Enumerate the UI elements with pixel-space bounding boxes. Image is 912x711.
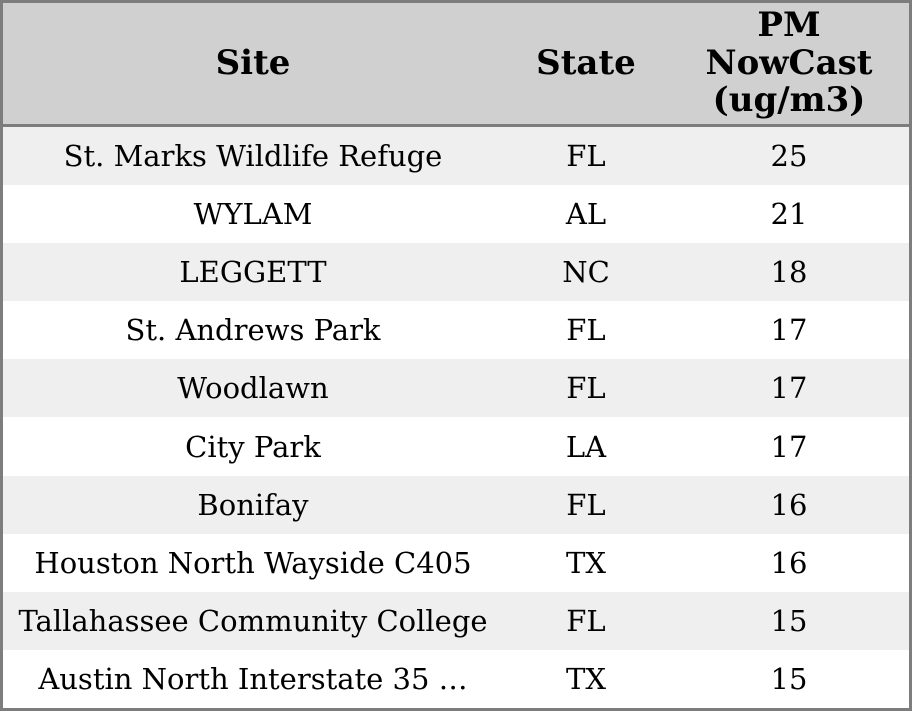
column-header-site: Site bbox=[215, 42, 291, 83]
cell-state: FL bbox=[566, 139, 606, 174]
cell-site: Bonifay bbox=[197, 487, 309, 522]
table-header-row: Site State PM NowCast (ug/m3) bbox=[3, 3, 909, 127]
table-row: St. Andrews Park FL 17 bbox=[3, 301, 909, 360]
cell-pm-nowcast: 16 bbox=[770, 545, 808, 580]
table-row: St. Marks Wildlife Refuge FL 25 bbox=[3, 127, 909, 186]
cell-site: Austin North Interstate 35 … bbox=[38, 661, 468, 696]
cell-state: FL bbox=[566, 313, 606, 348]
cell-site: Tallahassee Community College bbox=[18, 603, 488, 638]
table-row: Bonifay FL 16 bbox=[3, 475, 909, 534]
cell-pm-nowcast: 15 bbox=[770, 661, 808, 696]
cell-state: AL bbox=[565, 197, 607, 232]
cell-site: LEGGETT bbox=[179, 255, 327, 290]
cell-site: Houston North Wayside C405 bbox=[34, 545, 472, 580]
cell-site: WYLAM bbox=[193, 197, 313, 232]
cell-state: NC bbox=[562, 255, 610, 290]
cell-site: St. Andrews Park bbox=[125, 313, 381, 348]
cell-pm-nowcast: 15 bbox=[770, 603, 808, 638]
column-header-pm-nowcast-label: PM NowCast (ug/m3) bbox=[705, 5, 873, 121]
cell-state: FL bbox=[566, 603, 606, 638]
cell-pm-nowcast: 16 bbox=[770, 487, 808, 522]
cell-site: Woodlawn bbox=[177, 371, 329, 406]
cell-site: City Park bbox=[185, 429, 321, 464]
table-row: Austin North Interstate 35 … TX 15 bbox=[3, 649, 909, 708]
cell-state: TX bbox=[566, 661, 606, 696]
cell-pm-nowcast: 17 bbox=[770, 429, 808, 464]
table-row: Woodlawn FL 17 bbox=[3, 359, 909, 418]
cell-state: FL bbox=[566, 487, 606, 522]
column-header-state: State bbox=[536, 42, 636, 83]
table-row: City Park LA 17 bbox=[3, 417, 909, 476]
cell-state: FL bbox=[566, 371, 606, 406]
column-header-pm-nowcast: PM NowCast (ug/m3) bbox=[669, 3, 909, 124]
cell-pm-nowcast: 25 bbox=[770, 139, 808, 174]
cell-site: St. Marks Wildlife Refuge bbox=[63, 139, 443, 174]
table-row: Tallahassee Community College FL 15 bbox=[3, 591, 909, 650]
cell-pm-nowcast: 18 bbox=[770, 255, 808, 290]
table-row: Houston North Wayside C405 TX 16 bbox=[3, 533, 909, 592]
table-body: St. Marks Wildlife Refuge FL 25 WYLAM AL 21 LE… bbox=[3, 127, 909, 708]
cell-pm-nowcast: 21 bbox=[770, 197, 808, 232]
cell-pm-nowcast: 17 bbox=[770, 313, 808, 348]
table-row: WYLAM AL 21 bbox=[3, 185, 909, 244]
cell-state: TX bbox=[566, 545, 606, 580]
cell-pm-nowcast: 17 bbox=[770, 371, 808, 406]
cell-state: LA bbox=[565, 429, 607, 464]
table-row: LEGGETT NC 18 bbox=[3, 243, 909, 302]
